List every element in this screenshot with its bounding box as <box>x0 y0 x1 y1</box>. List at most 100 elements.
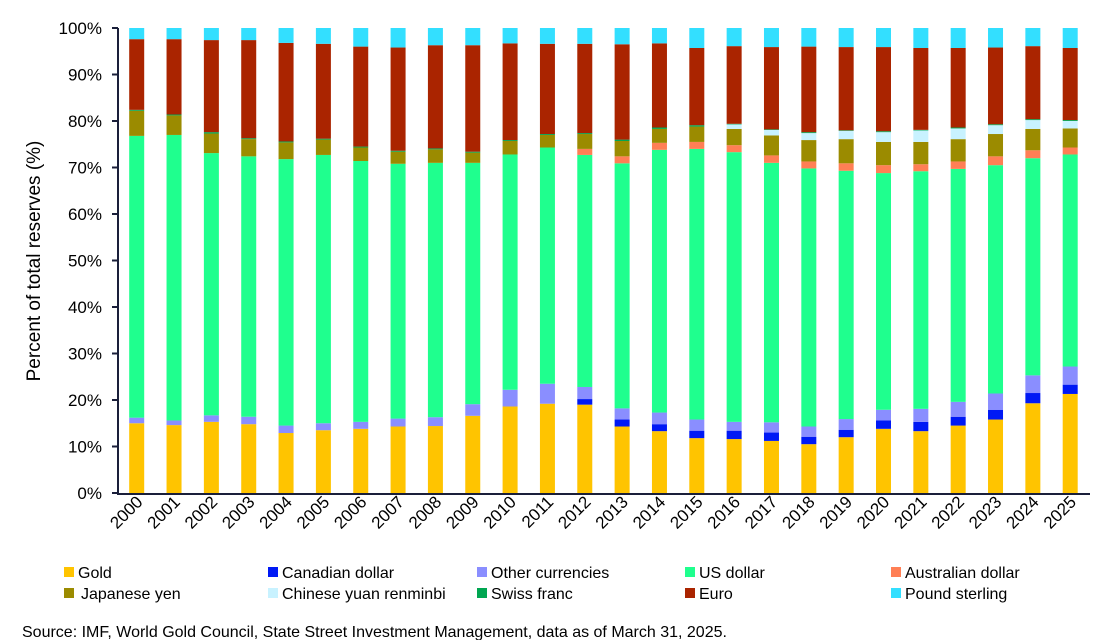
legend-label: Gold <box>78 565 112 582</box>
bar-segment-euro <box>1025 46 1041 120</box>
bar-segment-gold <box>203 421 219 493</box>
bar-segment-australian-dollar <box>726 145 742 153</box>
bar-segment-us-dollar <box>465 162 481 405</box>
bar-segment-gold <box>502 406 518 493</box>
x-tick-label: 2010 <box>480 492 520 532</box>
bar-stack-2023 <box>988 28 1004 493</box>
bar-segment-swiss-franc <box>166 114 182 116</box>
x-tick-label: 2020 <box>853 492 893 532</box>
bar-segment-euro <box>278 42 294 142</box>
bar-segment-gold <box>1062 393 1078 493</box>
bar-segment-chinese-yuan-renminbi <box>763 129 779 136</box>
legend-item-swiss-franc: Swiss franc <box>477 586 573 603</box>
bar-segment-gold <box>651 431 667 493</box>
bar-segment-pound-sterling <box>427 28 443 46</box>
bar-segment-japanese-yen <box>876 141 891 166</box>
bar-segment-pound-sterling <box>950 28 966 48</box>
bar-segment-chinese-yuan-renminbi <box>876 132 891 142</box>
bar-stack-2020 <box>876 28 891 493</box>
bar-segment-pound-sterling <box>988 28 1004 48</box>
bar-segment-euro <box>427 45 443 149</box>
bar-segment-swiss-franc <box>651 127 667 129</box>
bar-segment-pound-sterling <box>315 28 331 44</box>
bar-segment-gold <box>315 430 331 493</box>
bar-segment-euro <box>315 43 331 139</box>
y-tick-label: 40% <box>68 298 102 317</box>
bar-segment-euro <box>203 40 219 133</box>
legend-label: Euro <box>699 586 733 603</box>
bar-segment-australian-dollar <box>801 161 817 169</box>
bar-segment-us-dollar <box>315 154 331 424</box>
bar-segment-us-dollar <box>539 147 555 384</box>
legend-item-other-currencies: Other currencies <box>477 565 609 582</box>
bar-segment-japanese-yen <box>838 139 854 164</box>
bar-segment-us-dollar <box>726 152 742 422</box>
bar-segment-gold <box>763 440 779 493</box>
y-tick-label: 20% <box>68 391 102 410</box>
bar-segment-canadian-dollar <box>651 424 667 432</box>
bar-segment-us-dollar <box>390 163 406 419</box>
bar-segment-pound-sterling <box>1062 28 1078 48</box>
bar-segment-euro <box>801 46 817 133</box>
bar-segment-japanese-yen <box>166 115 182 135</box>
bar-segment-euro <box>166 39 182 115</box>
x-tick-label: 2023 <box>965 492 1005 532</box>
bar-segment-japanese-yen <box>129 110 145 136</box>
x-tick-label: 2015 <box>666 492 706 532</box>
bar-segment-other-currencies <box>315 423 331 431</box>
bar-stack-2006 <box>353 28 369 493</box>
bar-segment-japanese-yen <box>614 140 630 157</box>
bar-segment-canadian-dollar <box>763 432 779 441</box>
bar-segment-us-dollar <box>166 134 182 421</box>
bar-segment-swiss-franc <box>502 140 518 141</box>
bar-segment-canadian-dollar <box>913 421 929 432</box>
bar-segment-euro <box>539 43 555 135</box>
legend-swatch <box>268 567 278 577</box>
bar-segment-pound-sterling <box>465 28 481 46</box>
bar-segment-us-dollar <box>950 168 966 402</box>
bar-segment-japanese-yen <box>577 134 593 149</box>
bar-segment-other-currencies <box>278 425 294 434</box>
bar-segment-australian-dollar <box>1025 150 1041 159</box>
bar-segment-canadian-dollar <box>950 416 966 426</box>
x-tick-label: 2001 <box>144 492 184 532</box>
legend-item-chinese-yuan-renminbi: Chinese yuan renminbi <box>268 586 446 603</box>
bar-segment-swiss-franc <box>913 129 929 131</box>
bar-segment-gold <box>689 438 705 493</box>
bar-segment-pound-sterling <box>614 28 630 45</box>
bar-stack-2011 <box>539 28 555 493</box>
bar-segment-euro <box>913 47 929 130</box>
bar-segment-pound-sterling <box>801 28 817 47</box>
bar-segment-other-currencies <box>1025 375 1041 394</box>
x-tick-label: 2013 <box>592 492 632 532</box>
legend-label: Australian dollar <box>905 565 1020 582</box>
bar-segment-pound-sterling <box>353 28 369 47</box>
bar-stack-2024 <box>1025 28 1041 493</box>
bar-segment-japanese-yen <box>763 135 779 156</box>
bar-segment-gold <box>577 404 593 493</box>
legend-item-canadian-dollar: Canadian dollar <box>268 565 395 582</box>
y-tick-label: 100% <box>59 19 102 38</box>
bar-segment-japanese-yen <box>278 142 294 160</box>
bar-segment-japanese-yen <box>353 147 369 161</box>
bar-stack-2016 <box>726 28 742 493</box>
bar-stack-2000 <box>129 28 145 493</box>
bar-segment-gold <box>876 428 891 493</box>
bar-segment-other-currencies <box>203 415 219 422</box>
bar-segment-pound-sterling <box>651 28 667 44</box>
bar-segment-canadian-dollar <box>988 409 1004 420</box>
bar-segment-other-currencies <box>129 417 145 424</box>
bar-segment-australian-dollar <box>913 164 929 172</box>
y-tick-label: 50% <box>68 252 102 271</box>
bar-segment-australian-dollar <box>689 141 705 149</box>
bar-segment-gold <box>427 426 443 493</box>
bar-segment-other-currencies <box>241 416 257 425</box>
bar-segment-swiss-franc <box>1025 119 1041 121</box>
bar-segment-swiss-franc <box>726 123 742 125</box>
bar-stack-2008 <box>427 28 443 493</box>
bar-segment-japanese-yen <box>315 139 331 155</box>
bar-segment-japanese-yen <box>913 141 929 165</box>
bar-segment-gold <box>838 437 854 493</box>
bar-segment-pound-sterling <box>876 28 891 48</box>
